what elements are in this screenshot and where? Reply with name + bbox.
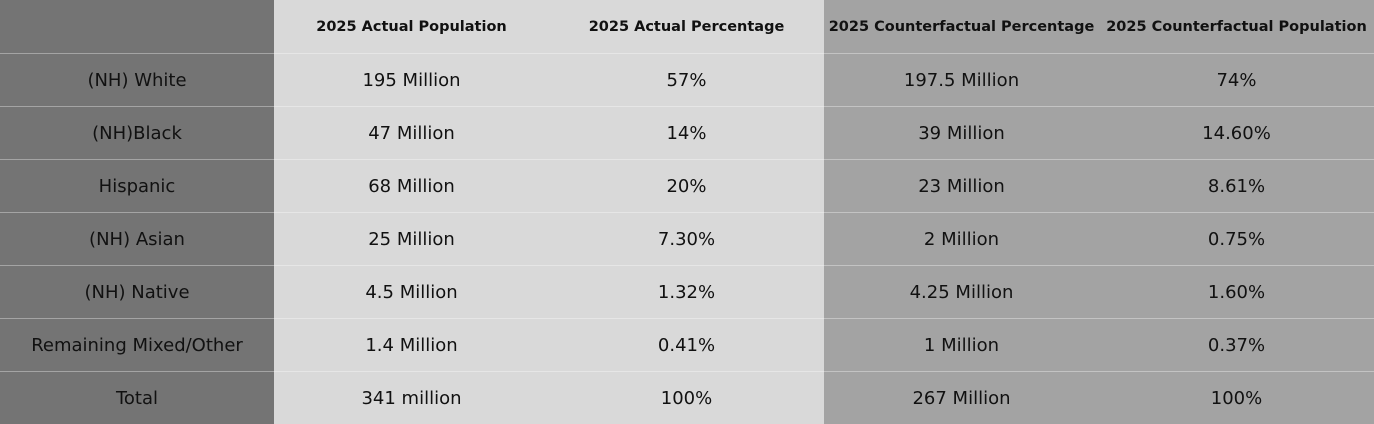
table-cell: 267 Million — [824, 371, 1099, 424]
table-cell: 0.75% — [1099, 212, 1374, 265]
header-corner — [0, 0, 274, 53]
table-cell: 197.5 Million — [824, 53, 1099, 106]
row-label: (NH) White — [0, 53, 274, 106]
table-cell: 39 Million — [824, 106, 1099, 159]
table-cell: 20% — [549, 159, 824, 212]
table-cell: 0.41% — [549, 318, 824, 371]
table-cell: 8.61% — [1099, 159, 1374, 212]
table-cell: 100% — [1099, 371, 1374, 424]
table-cell: 1 Million — [824, 318, 1099, 371]
row-label: (NH) Asian — [0, 212, 274, 265]
table-cell: 2 Million — [824, 212, 1099, 265]
table-cell: 25 Million — [274, 212, 549, 265]
table-cell: 1.32% — [549, 265, 824, 318]
row-label: (NH) Native — [0, 265, 274, 318]
row-label: Total — [0, 371, 274, 424]
table-cell: 14.60% — [1099, 106, 1374, 159]
table-cell: 4.5 Million — [274, 265, 549, 318]
table-cell: 1.4 Million — [274, 318, 549, 371]
row-label: (NH)Black — [0, 106, 274, 159]
column-header: 2025 Actual Percentage — [549, 0, 824, 53]
table-cell: 23 Million — [824, 159, 1099, 212]
table-cell: 341 million — [274, 371, 549, 424]
column-header: 2025 Actual Population — [274, 0, 549, 53]
table-cell: 14% — [549, 106, 824, 159]
table-cell: 195 Million — [274, 53, 549, 106]
column-header: 2025 Counterfactual Population — [1099, 0, 1374, 53]
table-cell: 7.30% — [549, 212, 824, 265]
table-cell: 74% — [1099, 53, 1374, 106]
table-cell: 0.37% — [1099, 318, 1374, 371]
row-label: Remaining Mixed/Other — [0, 318, 274, 371]
table-cell: 100% — [549, 371, 824, 424]
table-cell: 68 Million — [274, 159, 549, 212]
row-label: Hispanic — [0, 159, 274, 212]
table-cell: 47 Million — [274, 106, 549, 159]
column-header: 2025 Counterfactual Percentage — [824, 0, 1099, 53]
table-cell: 4.25 Million — [824, 265, 1099, 318]
table-cell: 1.60% — [1099, 265, 1374, 318]
table-cell: 57% — [549, 53, 824, 106]
